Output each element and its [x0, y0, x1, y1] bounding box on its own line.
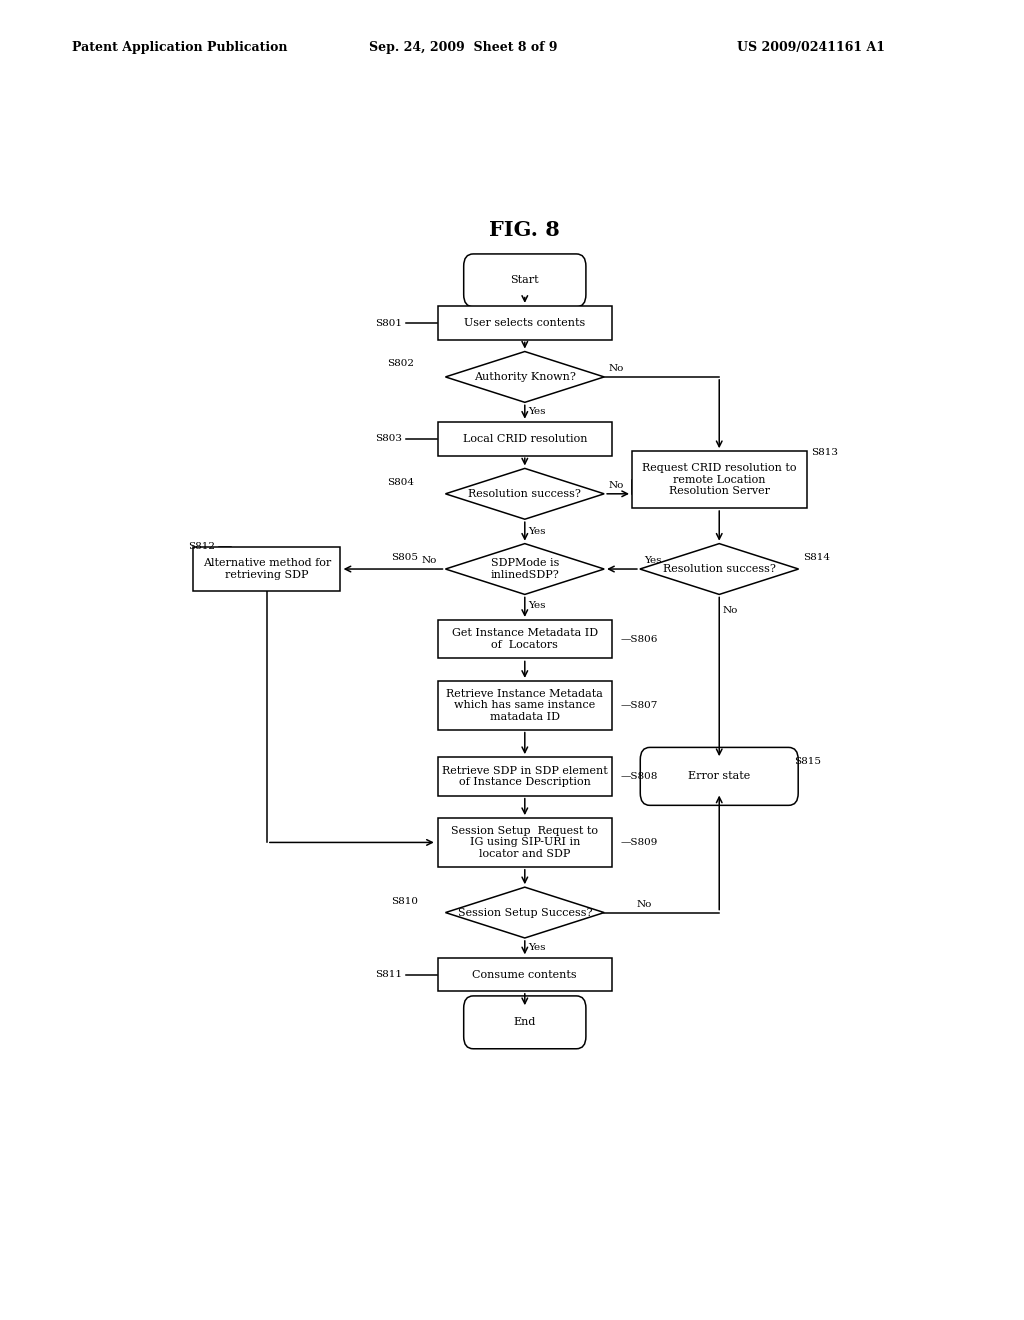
- Text: S810: S810: [391, 896, 418, 906]
- Text: Yes: Yes: [528, 942, 546, 952]
- Text: Alternative method for
retrieving SDP: Alternative method for retrieving SDP: [203, 558, 331, 579]
- Text: Session Setup  Request to
IG using SIP-URI in
locator and SDP: Session Setup Request to IG using SIP-UR…: [452, 826, 598, 859]
- Text: —S807: —S807: [621, 701, 658, 710]
- Text: —S808: —S808: [621, 772, 658, 781]
- Text: SDPMode is
inlinedSDP?: SDPMode is inlinedSDP?: [490, 558, 559, 579]
- Bar: [437, 620, 612, 659]
- Text: Error state: Error state: [688, 771, 751, 781]
- Text: S802: S802: [387, 359, 414, 368]
- Text: No: No: [722, 606, 737, 615]
- Polygon shape: [445, 887, 604, 939]
- Text: Resolution success?: Resolution success?: [468, 488, 582, 499]
- FancyBboxPatch shape: [640, 747, 798, 805]
- Bar: [194, 546, 340, 591]
- Text: No: No: [608, 364, 624, 372]
- Text: Authority Known?: Authority Known?: [474, 372, 575, 381]
- Polygon shape: [640, 544, 799, 594]
- Text: S805: S805: [391, 553, 418, 562]
- Text: No: No: [422, 556, 437, 565]
- Text: Patent Application Publication: Patent Application Publication: [72, 41, 287, 54]
- Text: US 2009/0241161 A1: US 2009/0241161 A1: [737, 41, 886, 54]
- Bar: [437, 306, 612, 339]
- Text: S811: S811: [375, 970, 401, 979]
- Text: —S806: —S806: [621, 635, 658, 644]
- Bar: [437, 818, 612, 867]
- Text: S813: S813: [811, 447, 839, 457]
- Text: Local CRID resolution: Local CRID resolution: [463, 434, 587, 444]
- Text: S815: S815: [794, 756, 821, 766]
- Text: No: No: [636, 899, 651, 908]
- Text: Retrieve SDP in SDP element
of Instance Description: Retrieve SDP in SDP element of Instance …: [442, 766, 607, 787]
- Text: Yes: Yes: [644, 556, 662, 565]
- Bar: [632, 451, 807, 508]
- Text: Session Setup Success?: Session Setup Success?: [458, 908, 592, 917]
- Text: FIG. 8: FIG. 8: [489, 219, 560, 239]
- Text: S812: S812: [188, 543, 215, 552]
- Text: Yes: Yes: [528, 407, 546, 416]
- Text: User selects contents: User selects contents: [464, 318, 586, 329]
- Text: Request CRID resolution to
remote Location
Resolution Server: Request CRID resolution to remote Locati…: [642, 463, 797, 496]
- Text: —S809: —S809: [621, 838, 658, 847]
- Text: S804: S804: [387, 478, 414, 487]
- Text: Start: Start: [511, 276, 539, 285]
- FancyBboxPatch shape: [464, 995, 586, 1049]
- Bar: [437, 958, 612, 991]
- Text: Yes: Yes: [528, 527, 546, 536]
- Text: Get Instance Metadata ID
of  Locators: Get Instance Metadata ID of Locators: [452, 628, 598, 649]
- Text: S814: S814: [804, 553, 830, 562]
- Text: Consume contents: Consume contents: [472, 970, 578, 979]
- Text: Retrieve Instance Metadata
which has same instance
matadata ID: Retrieve Instance Metadata which has sam…: [446, 689, 603, 722]
- Bar: [437, 681, 612, 730]
- Text: Sep. 24, 2009  Sheet 8 of 9: Sep. 24, 2009 Sheet 8 of 9: [369, 41, 557, 54]
- Text: Resolution success?: Resolution success?: [663, 564, 775, 574]
- Bar: [437, 758, 612, 796]
- FancyBboxPatch shape: [464, 253, 586, 306]
- Text: S803: S803: [375, 434, 401, 444]
- Text: Yes: Yes: [528, 601, 546, 610]
- Text: End: End: [514, 1018, 536, 1027]
- Bar: [437, 422, 612, 455]
- Polygon shape: [445, 469, 604, 519]
- Text: S801: S801: [375, 318, 401, 327]
- Polygon shape: [445, 351, 604, 403]
- Polygon shape: [445, 544, 604, 594]
- Text: No: No: [608, 480, 624, 490]
